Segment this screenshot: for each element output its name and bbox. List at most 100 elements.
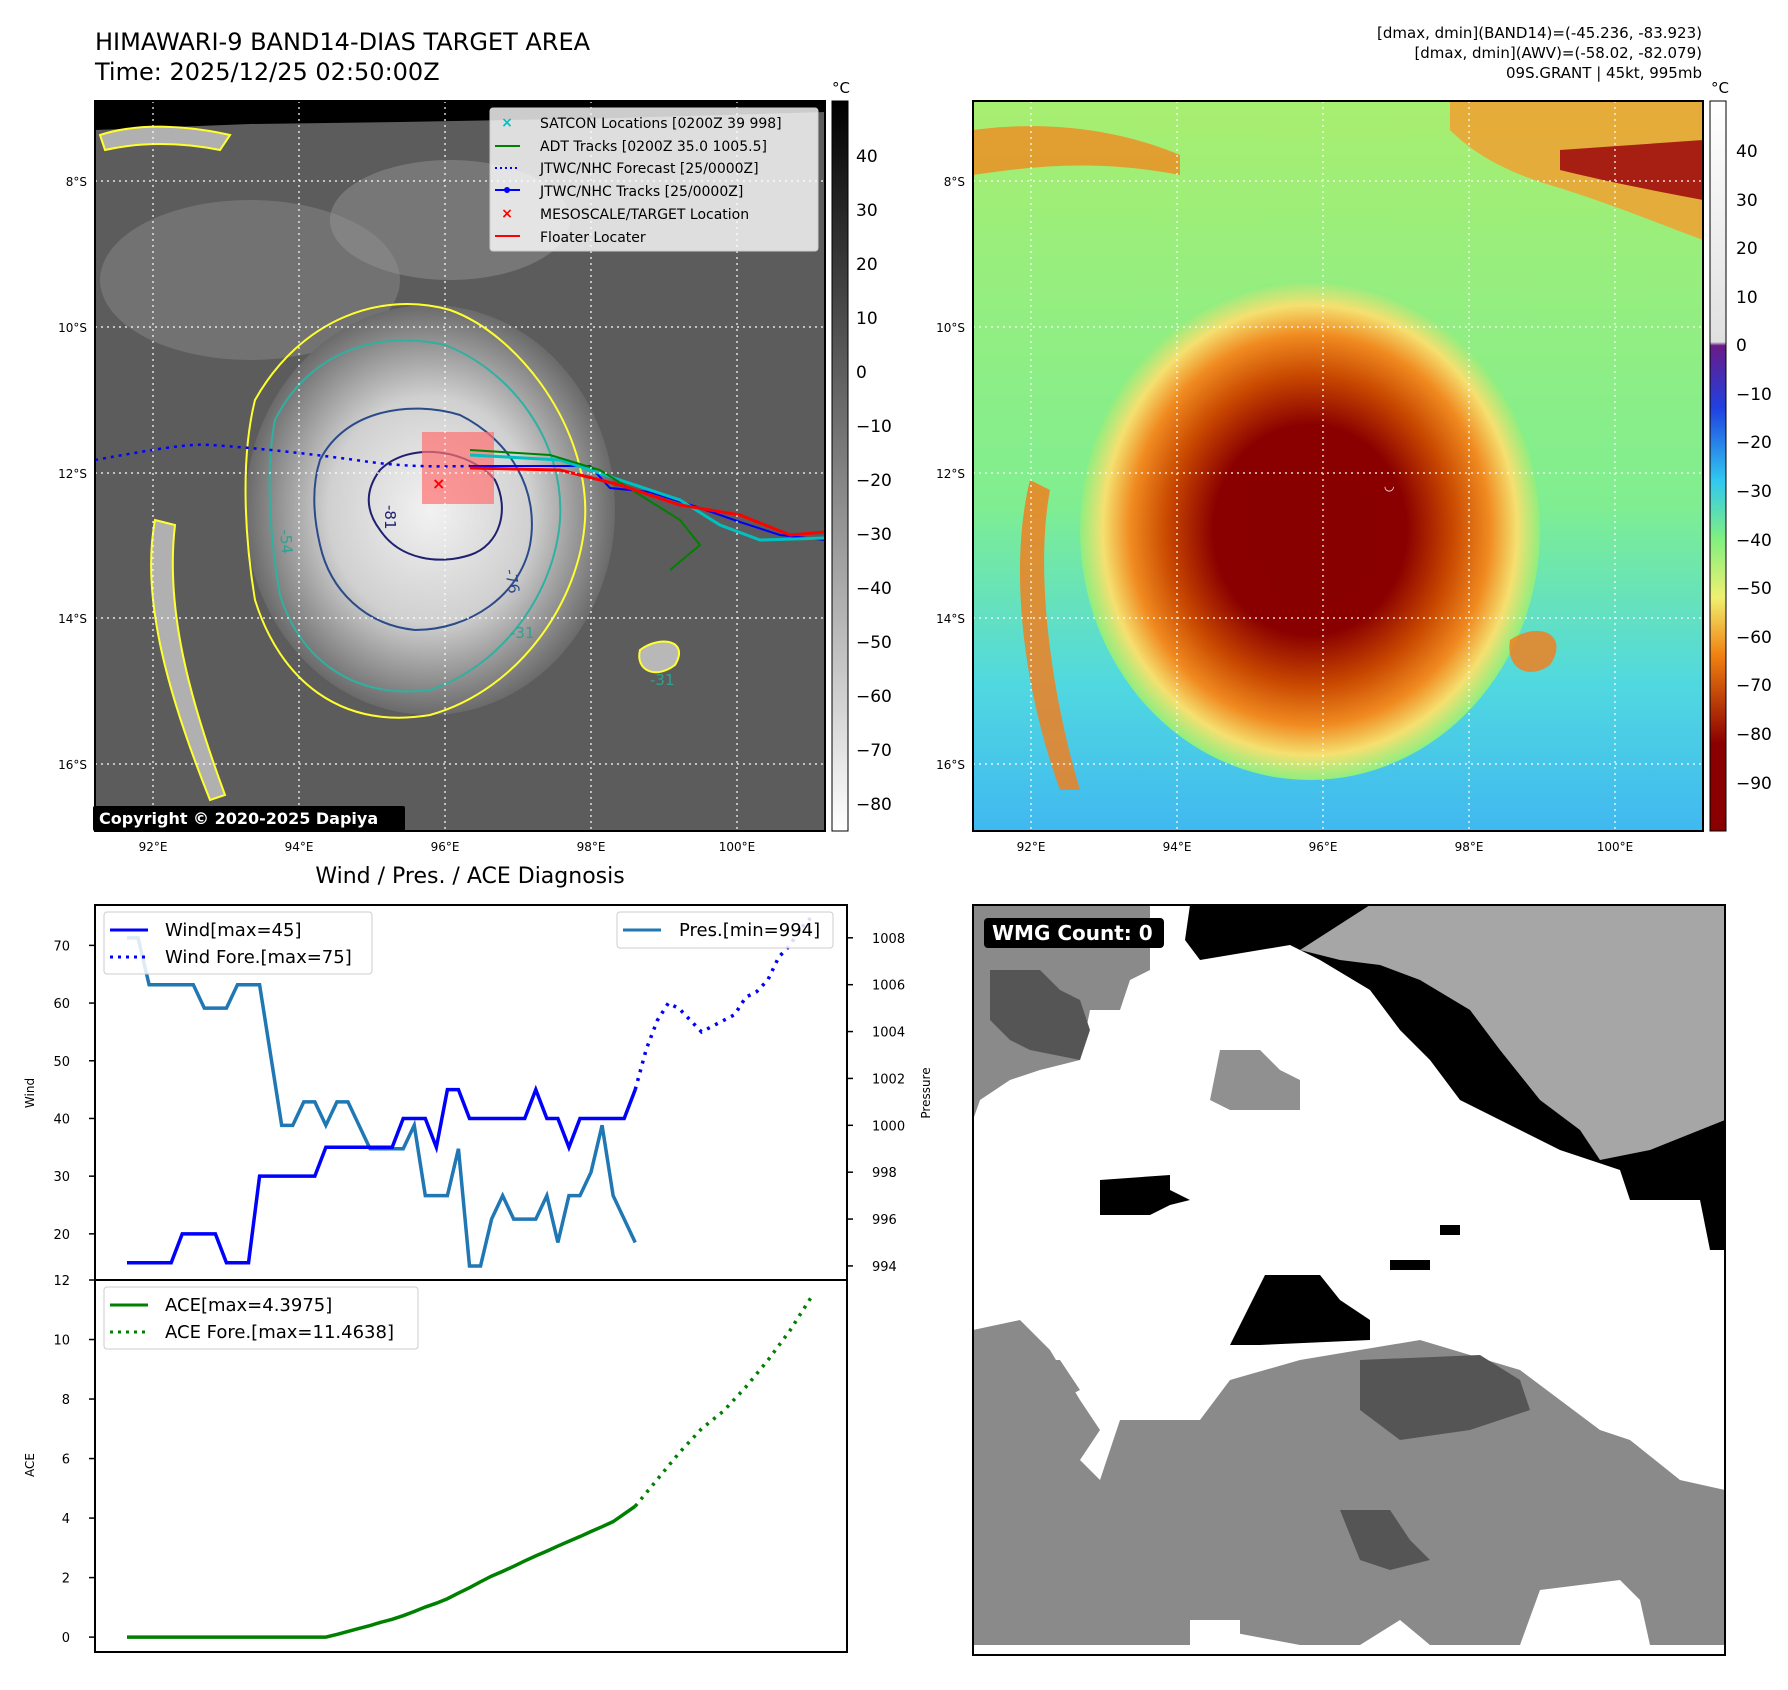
ace-ylabel: ACE <box>23 1453 37 1477</box>
svg-text:−80: −80 <box>1736 725 1772 745</box>
pressure-tick-label: 998 <box>872 1166 897 1181</box>
svg-text:−60: −60 <box>1736 628 1772 648</box>
svg-text:°C: °C <box>832 79 850 97</box>
svg-text:30: 30 <box>1736 191 1758 211</box>
svg-text:92°E: 92°E <box>139 840 168 854</box>
svg-text:100°E: 100°E <box>719 840 756 854</box>
svg-text:°C: °C <box>1711 79 1729 97</box>
svg-text:10: 10 <box>1736 288 1758 308</box>
pressure-tick-label: 996 <box>872 1213 897 1228</box>
contour-navy <box>313 407 533 632</box>
jtwc-forecast-track <box>95 443 471 468</box>
left-lon-ticks: 92°E 94°E 96°E 98°E 100°E <box>139 840 756 854</box>
right-lat-ticks: 8°S 10°S 12°S 14°S 16°S <box>936 175 965 772</box>
gray-colorbar: °C 40 30 20 10 0 −10 −20 −30 −40 −50 −60… <box>831 79 892 832</box>
wmg-count-badge <box>984 918 1164 948</box>
wind-y-ticks: 20 30 40 50 60 70 <box>53 939 95 1243</box>
pressure-legend: Pres.[min=994] <box>616 911 834 949</box>
wind-tick-label: 70 <box>53 939 70 954</box>
wmg-panel: WMG Count: 0 <box>972 904 1726 1656</box>
ace-tick-label: 10 <box>53 1334 70 1349</box>
pressure-ylabel: Pressure <box>919 1067 933 1118</box>
svg-text:10°S: 10°S <box>936 321 965 335</box>
ace-forecast-line <box>633 1295 814 1508</box>
svg-text:−50: −50 <box>1736 579 1772 599</box>
target-location-marker: × <box>432 474 445 493</box>
legend-adt: ADT Tracks [0200Z 35.0 1005.5] <box>540 139 767 155</box>
wind-legend: Wind[max=45] Wind Fore.[max=75] <box>103 911 373 975</box>
wind-line <box>127 1084 637 1265</box>
legend-ace-fore: ACE Fore.[max=11.4638] <box>165 1322 394 1343</box>
svg-text:12°S: 12°S <box>58 467 87 481</box>
svg-text:−20: −20 <box>1736 433 1772 453</box>
ace-tick-label: 0 <box>62 1631 70 1646</box>
svg-text:92°E: 92°E <box>1017 840 1046 854</box>
ace-tick-label: 4 <box>62 1512 70 1527</box>
svg-text:30: 30 <box>856 201 878 221</box>
svg-text:12°S: 12°S <box>936 467 965 481</box>
floater-track <box>469 466 825 537</box>
ace-legend: ACE[max=4.3975] ACE Fore.[max=11.4638] <box>103 1286 419 1350</box>
svg-text:14°S: 14°S <box>58 612 87 626</box>
contour-label-4: -54 <box>276 529 296 555</box>
legend-wind: Wind[max=45] <box>165 920 302 941</box>
legend-target: MESOSCALE/TARGET Location <box>540 207 749 223</box>
storm-info: 09S.GRANT | 45kt, 995mb <box>1506 64 1702 82</box>
legend-wind-fore: Wind Fore.[max=75] <box>165 947 352 968</box>
svg-text:96°E: 96°E <box>431 840 460 854</box>
contour-teal <box>268 339 562 693</box>
contour-label-2: -76 <box>501 568 523 595</box>
svg-text:8°S: 8°S <box>944 175 965 189</box>
svg-text:94°E: 94°E <box>285 840 314 854</box>
ace-tick-label: 8 <box>62 1393 70 1408</box>
wmg-count-text: WMG Count: 0 <box>992 921 1153 945</box>
color-colorbar: °C 40 30 20 10 0 −10 −20 −30 −40 −50 −60… <box>1709 79 1772 832</box>
svg-text:10°S: 10°S <box>58 321 87 335</box>
grid-right <box>973 101 1703 831</box>
wind-tick-label: 20 <box>53 1228 70 1243</box>
right-lon-ticks: 92°E 94°E 96°E 98°E 100°E <box>1017 840 1634 854</box>
wind-tick-label: 30 <box>53 1170 70 1185</box>
left-lat-ticks: 8°S 10°S 12°S 14°S 16°S <box>58 175 87 772</box>
wind-forecast-line <box>633 915 814 1091</box>
contour-label-5: -31 <box>650 671 675 689</box>
ace-tick-label: 12 <box>53 1274 70 1289</box>
ace-y-ticks: 0 2 4 6 8 10 12 <box>53 1274 95 1646</box>
svg-text:16°S: 16°S <box>936 758 965 772</box>
svg-text:14°S: 14°S <box>936 612 965 626</box>
pressure-tick-label: 994 <box>872 1260 897 1275</box>
svg-text:20: 20 <box>856 255 878 275</box>
wind-ylabel: Wind <box>23 1078 37 1108</box>
svg-text:−60: −60 <box>856 687 892 707</box>
contour-label-1: -81 <box>381 505 399 530</box>
svg-text:98°E: 98°E <box>1455 840 1484 854</box>
svg-text:−40: −40 <box>1736 531 1772 551</box>
svg-text:−10: −10 <box>856 417 892 437</box>
satcon-track <box>469 453 825 542</box>
legend-jtwc: JTWC/NHC Tracks [25/0000Z] <box>539 184 743 200</box>
legend-pressure: Pres.[min=994] <box>679 920 820 941</box>
wind-tick-label: 40 <box>53 1112 70 1127</box>
awv-stats: [dmax, dmin](AWV)=(-58.02, -82.079) <box>1414 44 1702 62</box>
svg-text:8°S: 8°S <box>66 175 87 189</box>
figure-title: HIMAWARI-9 BAND14-DIAS TARGET AREA <box>95 28 591 56</box>
svg-text:−90: −90 <box>1736 774 1772 794</box>
band14-stats: [dmax, dmin](BAND14)=(-45.236, -83.923) <box>1377 24 1702 42</box>
svg-text:100°E: 100°E <box>1597 840 1634 854</box>
svg-text:98°E: 98°E <box>577 840 606 854</box>
pressure-y-ticks: 994 996 998 1000 1002 1004 1006 1008 <box>847 932 905 1275</box>
svg-text:−40: −40 <box>856 579 892 599</box>
svg-text:−80: −80 <box>856 795 892 815</box>
svg-text:94°E: 94°E <box>1163 840 1192 854</box>
map-legend: × × SATCON Locations [0200Z 39 998] ADT … <box>489 107 819 252</box>
pressure-tick-label: 1000 <box>872 1119 905 1134</box>
pressure-tick-label: 1006 <box>872 979 905 994</box>
target-marker-icon: × <box>501 206 513 222</box>
copyright-text: Copyright © 2020-2025 Dapiya <box>99 809 378 828</box>
wind-tick-label: 50 <box>53 1055 70 1070</box>
svg-text:−70: −70 <box>856 741 892 761</box>
ace-line <box>127 1504 637 1639</box>
svg-text:◡: ◡ <box>1384 479 1394 493</box>
color-map: ◡ <box>973 101 1703 831</box>
